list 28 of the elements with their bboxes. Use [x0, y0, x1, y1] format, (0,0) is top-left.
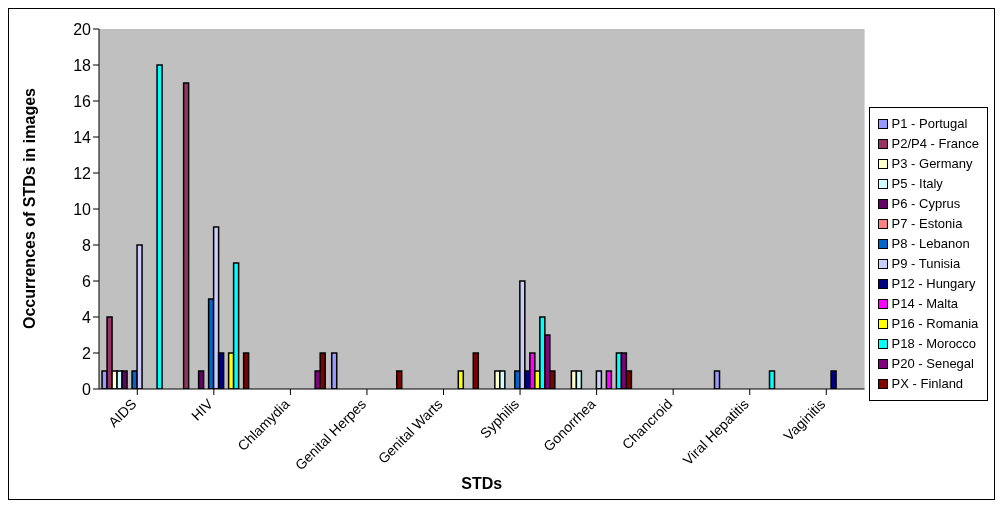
legend-label: P3 - Germany [891, 155, 973, 173]
x-tick-label: HIV [188, 395, 217, 424]
legend-label: P7 - Estonia [891, 215, 963, 233]
y-tick-label: 14 [73, 128, 92, 146]
legend-label: PX - Finland [891, 375, 964, 393]
legend-label: P8 - Lebanon [891, 235, 970, 253]
y-tick-label: 16 [73, 92, 92, 110]
legend-label: P16 - Romania [891, 315, 979, 333]
y-tick-label: 10 [73, 200, 92, 218]
y-tick-label: 8 [82, 236, 92, 254]
legend-label: P9 - Tunisia [891, 255, 961, 273]
legend-label: P6 - Cyprus [891, 195, 961, 213]
y-tick-label: 20 [73, 20, 92, 38]
y-tick-label: 2 [82, 344, 92, 362]
y-tick-label: 12 [73, 164, 92, 182]
y-axis-title: Occurrences of STDs in images [20, 87, 38, 329]
legend-label: P1 - Portugal [891, 115, 968, 133]
y-tick-label: 0 [82, 380, 92, 398]
legend-label: P2/P4 - France [891, 135, 979, 153]
legend-label: P14 - Malta [891, 295, 959, 313]
legend-label: P20 - Senegal [891, 355, 974, 373]
y-tick-label: 4 [82, 308, 92, 326]
legend-label: P5 - Italy [891, 175, 943, 193]
y-tick-label: 6 [82, 272, 92, 290]
legend-label: P12 - Hungary [891, 275, 976, 293]
y-tick-label: 18 [73, 56, 92, 74]
legend-label: P18 - Morocco [891, 335, 977, 353]
x-axis-title: STDs [461, 475, 503, 492]
